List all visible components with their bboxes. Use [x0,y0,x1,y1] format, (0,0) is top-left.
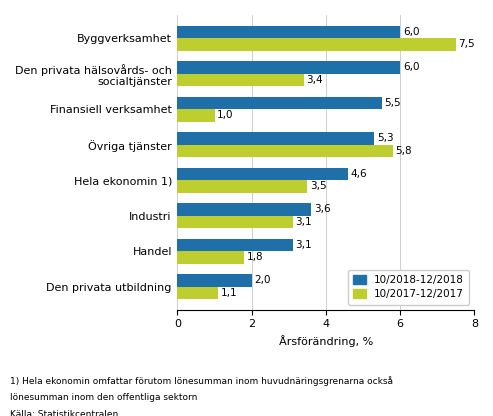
Bar [177,109,214,121]
Bar [177,203,311,215]
Text: lönesumman inom den offentliga sektorn: lönesumman inom den offentliga sektorn [10,393,197,402]
X-axis label: Årsförändring, %: Årsförändring, % [279,335,373,347]
Text: 5,8: 5,8 [395,146,412,156]
Text: 3,4: 3,4 [306,75,323,85]
Legend: 10/2018-12/2018, 10/2017-12/2017: 10/2018-12/2018, 10/2017-12/2017 [348,270,469,305]
Text: 4,6: 4,6 [351,169,367,179]
Text: 2,0: 2,0 [254,275,271,285]
Text: 1,0: 1,0 [217,110,234,120]
Text: 5,5: 5,5 [384,98,401,108]
Bar [177,132,374,145]
Bar [177,287,218,299]
Text: 1,8: 1,8 [247,253,263,262]
Text: 5,3: 5,3 [377,134,393,144]
Bar [177,145,393,157]
Text: 1,1: 1,1 [221,288,238,298]
Bar [177,38,456,50]
Bar [177,26,400,38]
Bar [177,168,348,180]
Bar [177,180,307,193]
Bar [177,251,244,264]
Bar [177,61,400,74]
Text: 6,0: 6,0 [403,27,419,37]
Bar [177,239,292,251]
Text: 7,5: 7,5 [458,39,475,50]
Text: 3,5: 3,5 [310,181,326,191]
Text: Källa: Statistikcentralen: Källa: Statistikcentralen [10,410,118,416]
Text: 3,1: 3,1 [295,217,312,227]
Text: 3,6: 3,6 [314,204,330,214]
Bar [177,74,304,86]
Text: 6,0: 6,0 [403,62,419,72]
Bar [177,215,292,228]
Bar [177,274,252,287]
Text: 3,1: 3,1 [295,240,312,250]
Text: 1) Hela ekonomin omfattar förutom lönesumman inom huvudnäringsgrenarna också: 1) Hela ekonomin omfattar förutom lönesu… [10,376,393,386]
Bar [177,97,382,109]
